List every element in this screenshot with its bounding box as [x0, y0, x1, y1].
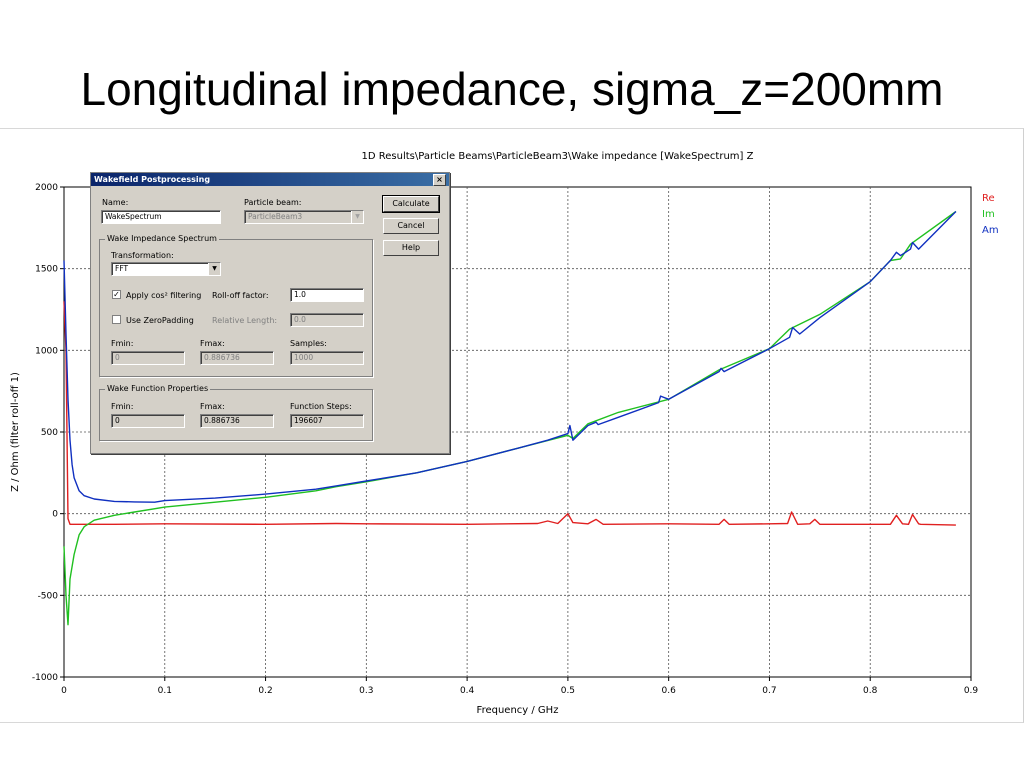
x-tick-label: 0.5 [561, 686, 575, 696]
help-button[interactable]: Help [383, 240, 439, 256]
fmin-field[interactable]: 0 [111, 351, 185, 365]
wake-function-properties-label: Wake Function Properties [105, 384, 211, 393]
wf-steps-field[interactable]: 196607 [290, 414, 364, 428]
samples-label: Samples: [290, 339, 327, 348]
rolloff-label: Roll-off factor: [212, 291, 269, 300]
calculate-button[interactable]: Calculate [382, 195, 440, 213]
dialog-title: Wakefield Postprocessing [94, 175, 211, 184]
chevron-down-icon: ▼ [351, 211, 363, 223]
particle-beam-select[interactable]: ParticleBeam3 ▼ [244, 210, 364, 224]
x-tick-label: 0.6 [662, 686, 677, 696]
chevron-down-icon: ▼ [208, 263, 220, 275]
wakefield-postprocessing-dialog: Wakefield Postprocessing × Name: WakeSpe… [90, 172, 450, 454]
transformation-select[interactable]: FFT ▼ [111, 262, 221, 276]
legend-entry-re: Re [982, 193, 995, 204]
name-field[interactable]: WakeSpectrum [101, 210, 221, 224]
y-tick-label: 0 [52, 510, 58, 520]
series-line-am [63, 211, 957, 503]
zeropadding-checkbox[interactable] [112, 315, 121, 324]
x-tick-label: 0.3 [359, 686, 373, 696]
wf-fmax-label: Fmax: [200, 402, 225, 411]
particle-beam-label: Particle beam: [244, 198, 302, 207]
zeropadding-label: Use ZeroPadding [126, 316, 194, 325]
particle-beam-value: ParticleBeam3 [248, 212, 303, 221]
apply-cos-checkbox[interactable]: ✓ [112, 290, 121, 299]
samples-field[interactable]: 1000 [290, 351, 364, 365]
wake-impedance-spectrum-group: Wake Impedance Spectrum [99, 234, 373, 377]
y-tick-label: 2000 [35, 183, 58, 193]
relative-length-label: Relative Length: [212, 316, 278, 325]
transformation-value: FFT [115, 264, 129, 273]
x-tick-label: 0.4 [460, 686, 475, 696]
x-tick-label: 0.1 [158, 686, 172, 696]
relative-length-field[interactable]: 0.0 [290, 313, 364, 327]
cancel-button[interactable]: Cancel [383, 218, 439, 234]
x-tick-label: 0.2 [258, 686, 272, 696]
y-tick-label: -500 [38, 591, 59, 601]
wake-function-properties-group: Wake Function Properties [99, 384, 373, 441]
x-tick-label: 0.7 [762, 686, 776, 696]
wf-fmin-field[interactable]: 0 [111, 414, 185, 428]
x-tick-label: 0.9 [964, 686, 979, 696]
fmax-label: Fmax: [200, 339, 225, 348]
y-tick-label: 1000 [35, 346, 58, 356]
name-label: Name: [102, 198, 129, 207]
wf-fmin-label: Fmin: [111, 402, 134, 411]
chart-title: 1D Results\Particle Beams\ParticleBeam3\… [362, 151, 754, 162]
wf-fmax-field[interactable]: 0.886736 [200, 414, 274, 428]
x-tick-label: 0 [61, 686, 67, 696]
legend-entry-im: Im [982, 209, 995, 220]
y-axis-label: Z / Ohm (filter roll-off 1) [10, 372, 21, 492]
apply-cos-label: Apply cos² filtering [126, 291, 202, 300]
fmin-label: Fmin: [111, 339, 134, 348]
fmax-field[interactable]: 0.886736 [200, 351, 274, 365]
y-tick-label: -1000 [32, 673, 58, 683]
y-tick-label: 500 [41, 428, 58, 438]
dialog-titlebar[interactable]: Wakefield Postprocessing × [91, 173, 449, 186]
close-icon[interactable]: × [433, 174, 446, 186]
transformation-label: Transformation: [111, 251, 174, 260]
wf-steps-label: Function Steps: [290, 402, 352, 411]
rolloff-field[interactable]: 1.0 [290, 288, 364, 302]
y-tick-label: 1500 [35, 265, 58, 275]
wake-impedance-spectrum-label: Wake Impedance Spectrum [105, 234, 219, 243]
x-tick-label: 0.8 [863, 686, 878, 696]
x-axis-label: Frequency / GHz [477, 705, 559, 716]
slide-title: Longitudinal impedance, sigma_z=200mm [80, 63, 944, 115]
legend-entry-am: Am [982, 225, 999, 236]
series-line-re [63, 301, 956, 526]
